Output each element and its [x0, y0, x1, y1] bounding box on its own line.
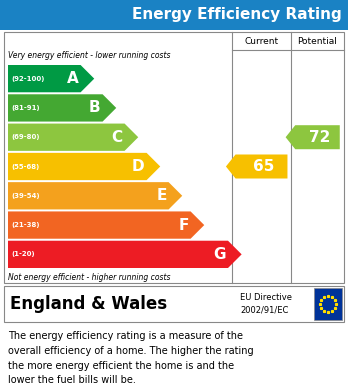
Text: Very energy efficient - lower running costs: Very energy efficient - lower running co…: [8, 52, 171, 61]
Polygon shape: [226, 154, 287, 179]
Text: The energy efficiency rating is a measure of the
overall efficiency of a home. T: The energy efficiency rating is a measur…: [8, 331, 254, 386]
Text: 65: 65: [253, 159, 274, 174]
Polygon shape: [8, 182, 182, 210]
Text: (81-91): (81-91): [11, 105, 40, 111]
Text: (69-80): (69-80): [11, 134, 40, 140]
Polygon shape: [8, 65, 94, 92]
Text: E: E: [156, 188, 167, 203]
Text: England & Wales: England & Wales: [10, 295, 167, 313]
Text: A: A: [67, 71, 79, 86]
Text: Current: Current: [244, 36, 278, 45]
Text: 72: 72: [309, 130, 330, 145]
Bar: [4, 286, 344, 322]
Text: 2002/91/EC: 2002/91/EC: [240, 305, 288, 314]
Text: (92-100): (92-100): [11, 75, 45, 82]
Bar: [4, 32, 344, 283]
Polygon shape: [8, 153, 160, 180]
Polygon shape: [8, 212, 204, 239]
Text: Not energy efficient - higher running costs: Not energy efficient - higher running co…: [8, 273, 171, 282]
Text: G: G: [214, 247, 226, 262]
Polygon shape: [8, 94, 116, 122]
Text: F: F: [178, 217, 189, 233]
Text: C: C: [111, 130, 122, 145]
Text: (55-68): (55-68): [11, 163, 39, 170]
Text: (39-54): (39-54): [11, 193, 40, 199]
Polygon shape: [286, 125, 340, 149]
Polygon shape: [8, 124, 138, 151]
Text: (1-20): (1-20): [11, 251, 34, 257]
Text: D: D: [132, 159, 145, 174]
Text: Energy Efficiency Rating: Energy Efficiency Rating: [132, 7, 342, 23]
Polygon shape: [8, 241, 242, 268]
Text: Potential: Potential: [298, 36, 338, 45]
Text: B: B: [89, 100, 101, 115]
Text: EU Directive: EU Directive: [240, 294, 292, 303]
Bar: [314, 288, 342, 320]
Bar: [0, 0, 348, 30]
Text: (21-38): (21-38): [11, 222, 40, 228]
